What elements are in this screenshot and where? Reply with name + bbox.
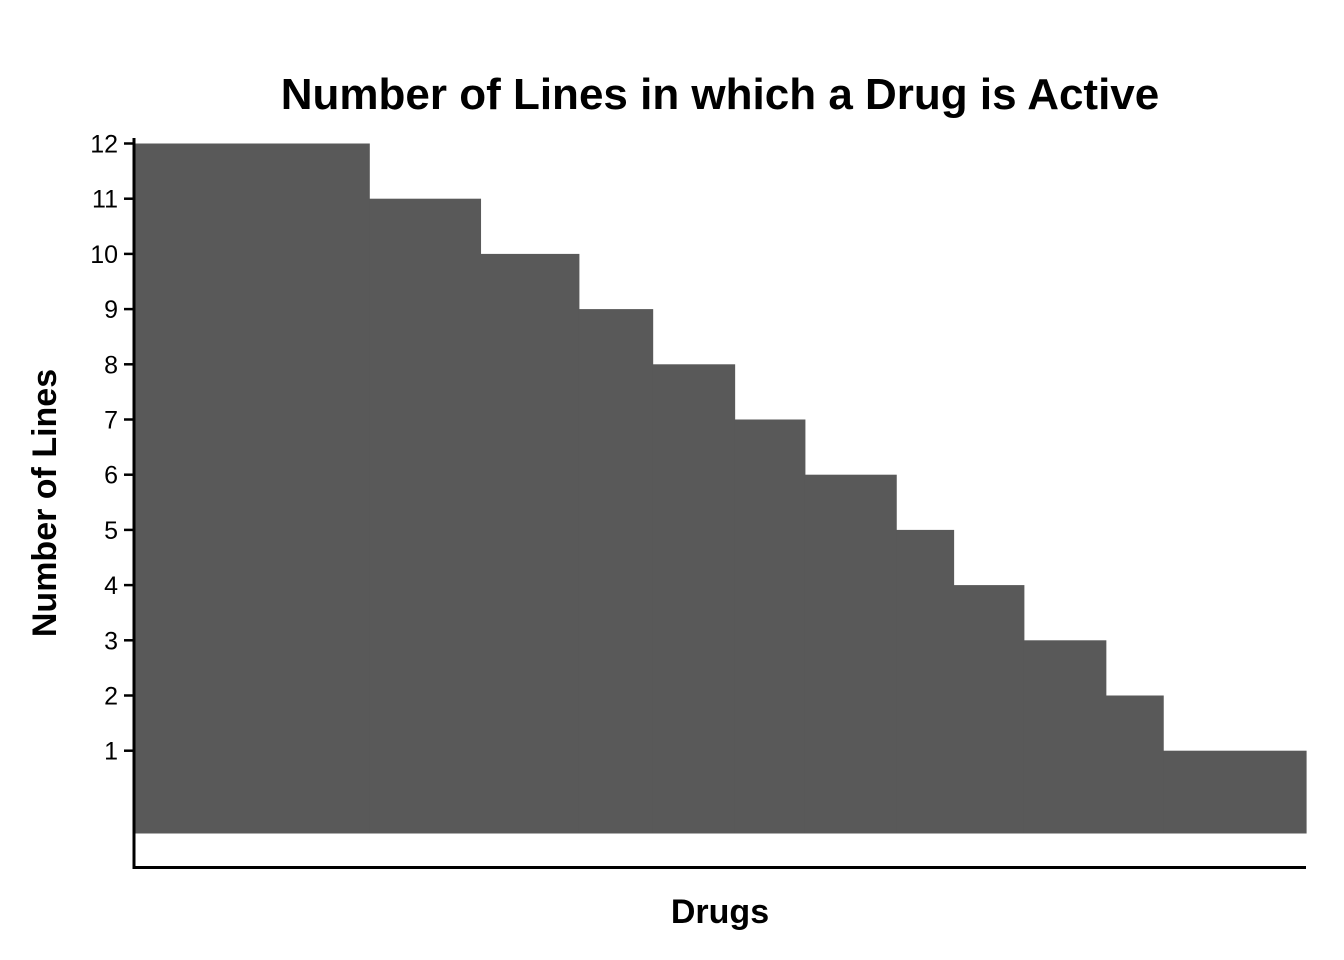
y-tick-label: 5 xyxy=(104,517,118,545)
area-step xyxy=(369,198,482,834)
y-tick-label: 7 xyxy=(104,407,118,435)
x-axis-label: Drugs xyxy=(671,893,769,931)
area-step xyxy=(804,474,897,834)
y-tick-label: 11 xyxy=(92,186,118,214)
area-step xyxy=(953,585,1025,834)
chart-title: Number of Lines in which a Drug is Activ… xyxy=(281,70,1160,119)
area-step xyxy=(1105,695,1164,834)
area-step xyxy=(480,253,580,834)
area-step xyxy=(1023,640,1107,834)
y-tick-label: 3 xyxy=(104,627,118,655)
area-step xyxy=(135,143,370,834)
area-step xyxy=(1163,750,1307,834)
y-tick-label: 1 xyxy=(104,738,118,766)
y-tick-label: 10 xyxy=(90,241,118,269)
area-step xyxy=(652,364,736,834)
area-step xyxy=(578,309,654,834)
y-tick-label: 6 xyxy=(104,462,118,490)
y-axis-label: Number of Lines xyxy=(26,369,64,637)
plot-area xyxy=(135,143,1307,834)
y-tick-label: 4 xyxy=(104,572,118,600)
y-tick-label: 9 xyxy=(104,296,118,324)
area-step xyxy=(896,529,955,834)
y-tick-label: 2 xyxy=(104,683,118,711)
area-step xyxy=(734,419,806,834)
y-tick-label: 8 xyxy=(104,351,118,379)
y-tick-label: 12 xyxy=(90,131,118,159)
